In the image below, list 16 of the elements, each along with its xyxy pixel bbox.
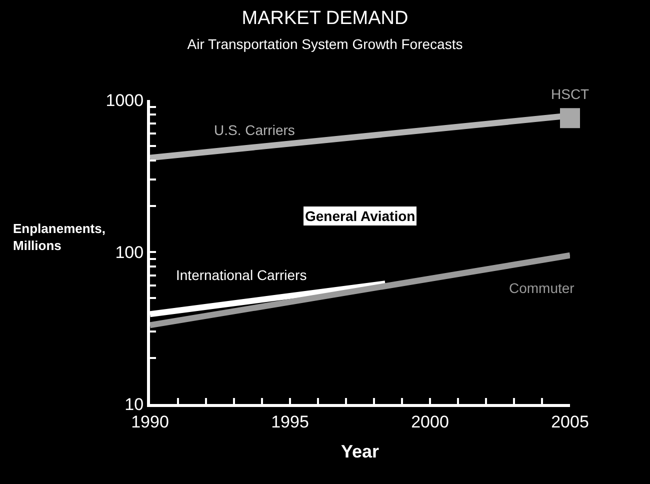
chart-title: MARKET DEMAND (242, 8, 408, 30)
series-label: International Carriers (176, 267, 307, 283)
series-label: U.S. Carriers (214, 122, 295, 138)
y-tick-label: 10 (124, 394, 144, 414)
x-tick-label: 1990 (131, 412, 169, 432)
y-tick-label: 100 (115, 242, 144, 262)
x-tick-label: 2005 (551, 412, 589, 432)
series-label: HSCT (551, 86, 590, 102)
x-tick-label: 1995 (271, 412, 309, 432)
annotation: General Aviation (305, 208, 416, 224)
series-label: Commuter (509, 280, 575, 296)
y-tick-label: 1000 (106, 90, 144, 110)
x-axis-title: Year (340, 442, 380, 462)
chart-subtitle: Air Transportation System Growth Forecasts (187, 36, 463, 52)
y-axis-title: Enplanements, Millions (13, 221, 106, 253)
x-tick-label: 2000 (411, 412, 449, 432)
